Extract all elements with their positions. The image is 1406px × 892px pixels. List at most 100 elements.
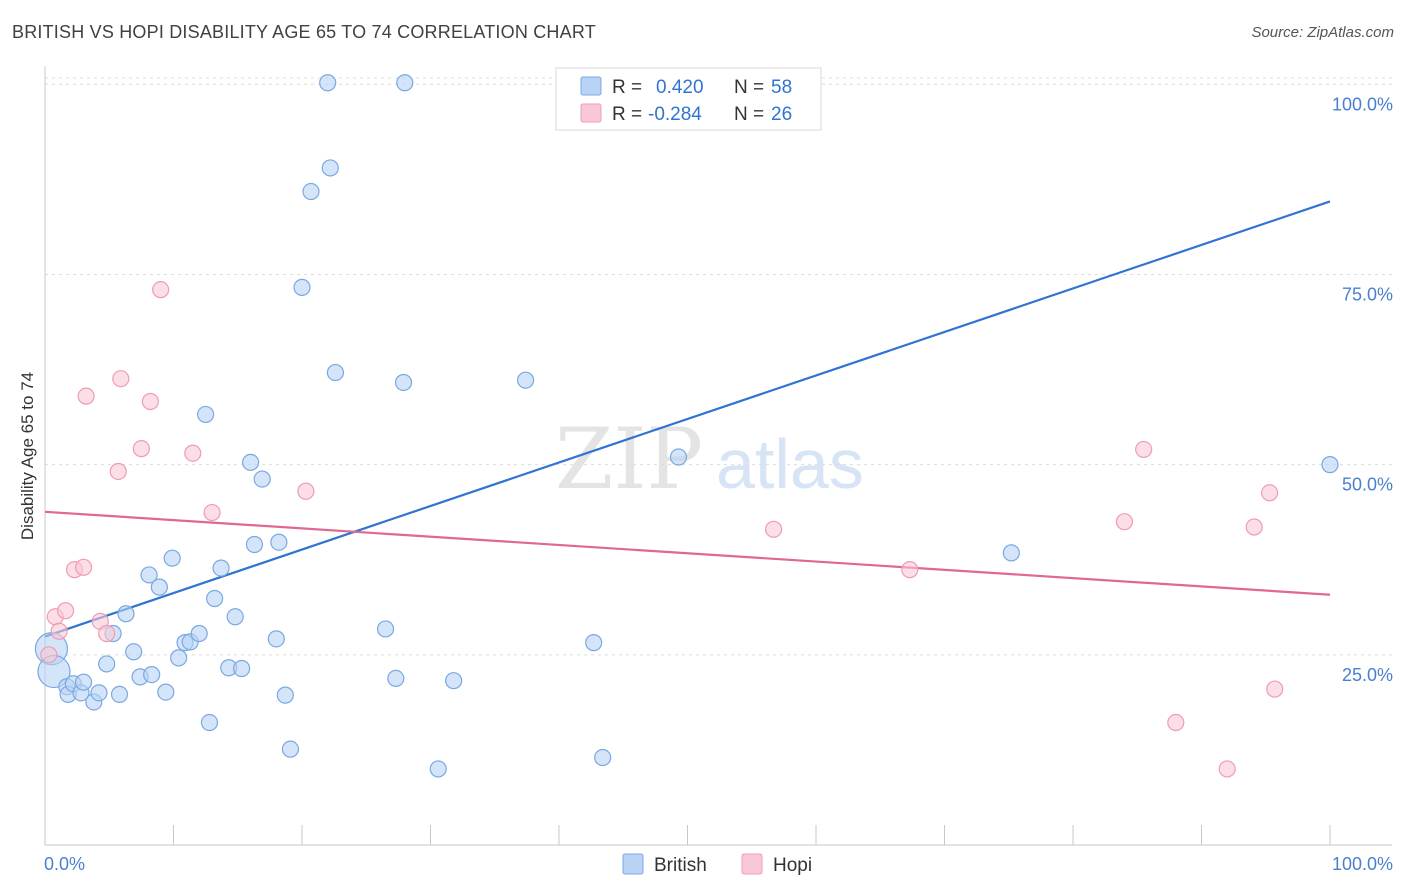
british-point-25 [200, 713, 219, 732]
legend-british-swatch [622, 853, 644, 875]
british-point-33 [253, 470, 271, 488]
hopi-r-label: R = [612, 104, 642, 125]
stats-legend: R = 0.420 N = 58 R = -0.284 N = 26 [555, 67, 822, 131]
british-point-20 [170, 649, 188, 667]
british-point-19 [163, 549, 181, 567]
hopi-point-13 [152, 281, 170, 299]
hopi-point-15 [203, 503, 221, 522]
hopi-point-12 [141, 392, 159, 411]
hopi-point-19 [1115, 513, 1134, 531]
legend-hopi-label: Hopi [773, 855, 812, 876]
british-point-40 [319, 74, 337, 92]
series-legend: British Hopi [622, 853, 812, 876]
british-swatch [580, 76, 602, 96]
x-tick-label-0: 0.0% [44, 854, 85, 874]
british-point-47 [429, 760, 447, 778]
british-point-23 [190, 624, 208, 643]
british-point-15 [140, 566, 158, 584]
british-point-18 [157, 683, 175, 701]
british-point-43 [376, 620, 395, 638]
data-points [34, 74, 1339, 778]
chart-title: BRITISH VS HOPI DISABILITY AGE 65 TO 74 … [12, 22, 596, 42]
trend-lines [44, 200, 1331, 638]
british-point-48 [445, 672, 463, 690]
british-point-42 [326, 363, 345, 382]
british-n-value: 58 [771, 77, 792, 98]
british-point-11 [110, 685, 129, 703]
british-point-29 [226, 608, 244, 626]
british-point-54 [669, 448, 688, 466]
british-r-label: R = [612, 77, 642, 98]
hopi-r-value: -0.284 [648, 104, 702, 125]
british-point-32 [245, 535, 264, 554]
hopi-point-0 [40, 646, 58, 664]
british-n-label: N = [734, 77, 764, 98]
british-point-49 [516, 371, 535, 389]
hopi-point-18 [901, 561, 919, 579]
british-point-24 [197, 405, 215, 424]
british-point-17 [150, 578, 168, 596]
y-axis-title: Disability Age 65 to 74 [18, 372, 37, 540]
watermark-atlas: atlas [716, 425, 864, 503]
axes [44, 66, 1392, 846]
hopi-point-21 [1167, 713, 1185, 732]
hopi-point-20 [1135, 440, 1153, 459]
hopi-point-10 [112, 370, 130, 388]
british-r-value: 0.420 [656, 77, 704, 98]
british-point-13 [125, 643, 143, 661]
british-point-26 [206, 589, 224, 608]
british-point-9 [98, 655, 116, 673]
hopi-point-6 [77, 387, 95, 405]
british-point-36 [276, 686, 294, 704]
hopi-n-label: N = [734, 104, 764, 125]
british-point-34 [267, 630, 285, 648]
hopi-swatch [580, 103, 602, 123]
hopi-point-24 [1261, 484, 1279, 502]
british-point-56 [1002, 544, 1020, 562]
hopi-trend-line [44, 510, 1331, 596]
british-point-41 [321, 159, 339, 177]
british-point-38 [293, 278, 311, 296]
hopi-point-16 [297, 482, 315, 500]
hopi-point-5 [74, 558, 93, 576]
legend-hopi-swatch [741, 853, 763, 875]
hopi-point-3 [56, 602, 75, 620]
source-label: Source: ZipAtlas.com [1251, 24, 1394, 41]
british-point-8 [90, 684, 108, 702]
hopi-point-14 [184, 444, 202, 462]
british-point-12 [117, 605, 135, 623]
hopi-point-8 [98, 624, 116, 643]
british-point-35 [270, 533, 288, 551]
hopi-point-23 [1245, 518, 1263, 536]
hopi-n-value: 26 [771, 104, 792, 125]
hopi-point-11 [132, 440, 150, 458]
watermark: ZIP atlas [555, 410, 864, 508]
hopi-point-22 [1218, 760, 1236, 778]
hopi-point-2 [50, 622, 68, 640]
british-point-51 [594, 748, 612, 767]
tick-labels: 25.0% 50.0% 75.0% 100.0% 0.0% 100.0% [44, 94, 1393, 874]
british-trend-line [44, 200, 1331, 638]
y-tick-label-1: 50.0% [1342, 475, 1393, 495]
british-point-45 [394, 373, 413, 392]
y-tick-label-2: 75.0% [1342, 284, 1393, 304]
y-tick-label-0: 25.0% [1342, 665, 1393, 685]
legend-british-label: British [654, 855, 707, 876]
hopi-point-17 [764, 520, 783, 538]
british-point-27 [212, 559, 230, 577]
british-point-44 [387, 669, 405, 687]
y-tick-label-3: 100.0% [1332, 94, 1393, 114]
british-point-50 [585, 634, 603, 652]
british-point-46 [396, 74, 414, 92]
british-point-16 [143, 665, 161, 684]
hopi-point-25 [1266, 680, 1284, 698]
british-point-37 [281, 740, 300, 758]
british-point-31 [242, 453, 260, 471]
hopi-point-9 [109, 462, 127, 481]
british-point-30 [233, 659, 251, 678]
british-point-6 [74, 673, 93, 691]
british-point-57 [1321, 456, 1339, 474]
british-point-39 [302, 182, 320, 201]
x-tick-label-1: 100.0% [1332, 854, 1393, 874]
